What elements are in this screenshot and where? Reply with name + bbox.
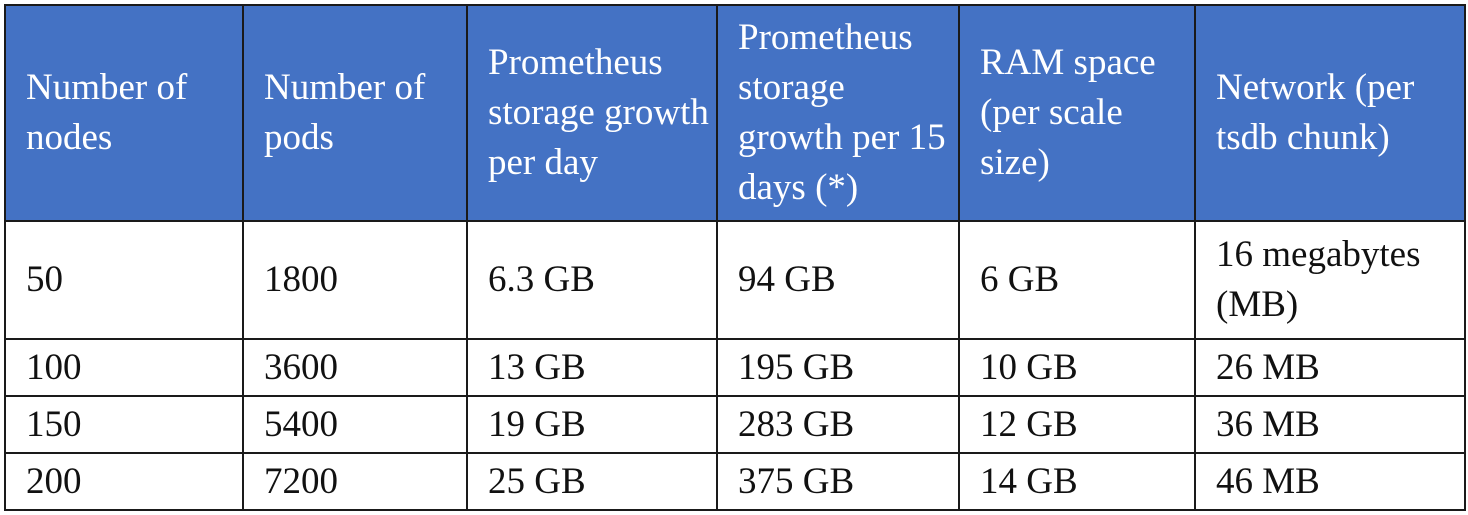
header-storage-growth-per-day: Prometheus storage growth per day: [466, 4, 718, 222]
table-cell: 100: [4, 338, 244, 397]
table-cell: 3600: [242, 338, 468, 397]
table-cell: 283 GB: [716, 395, 960, 454]
table-cell: 195 GB: [716, 338, 960, 397]
table-cell: 12 GB: [958, 395, 1196, 454]
table-cell: 6 GB: [958, 220, 1196, 340]
table-cell: 375 GB: [716, 452, 960, 511]
table-cell: 7200: [242, 452, 468, 511]
table-cell: 6.3 GB: [466, 220, 718, 340]
sizing-table-container: Number of nodes Number of pods Prometheu…: [4, 4, 1466, 511]
table-cell: 14 GB: [958, 452, 1196, 511]
header-network: Network (per tsdb chunk): [1194, 4, 1466, 222]
table-cell: 25 GB: [466, 452, 718, 511]
table-cell: 50: [4, 220, 244, 340]
table-cell: 13 GB: [466, 338, 718, 397]
table-cell: 26 MB: [1194, 338, 1466, 397]
header-ram-space: RAM space (per scale size): [958, 4, 1196, 222]
header-number-of-pods: Number of pods: [242, 4, 468, 222]
prometheus-sizing-table: Number of nodes Number of pods Prometheu…: [4, 4, 1466, 511]
header-number-of-nodes: Number of nodes: [4, 4, 244, 222]
table-cell: 5400: [242, 395, 468, 454]
header-storage-growth-per-15-days: Prometheus storage growth per 15 days (*…: [716, 4, 960, 222]
table-row: 50 1800 6.3 GB 94 GB 6 GB 16 megabytes (…: [4, 220, 1466, 340]
table-cell: 46 MB: [1194, 452, 1466, 511]
table-cell: 1800: [242, 220, 468, 340]
table-header-row: Number of nodes Number of pods Prometheu…: [4, 4, 1466, 222]
table-row: 200 7200 25 GB 375 GB 14 GB 46 MB: [4, 452, 1466, 511]
table-cell: 200: [4, 452, 244, 511]
table-cell: 19 GB: [466, 395, 718, 454]
table-row: 100 3600 13 GB 195 GB 10 GB 26 MB: [4, 338, 1466, 397]
table-cell: 16 megabytes (MB): [1194, 220, 1466, 340]
table-cell: 94 GB: [716, 220, 960, 340]
table-cell: 150: [4, 395, 244, 454]
table-row: 150 5400 19 GB 283 GB 12 GB 36 MB: [4, 395, 1466, 454]
table-cell: 10 GB: [958, 338, 1196, 397]
table-cell: 36 MB: [1194, 395, 1466, 454]
